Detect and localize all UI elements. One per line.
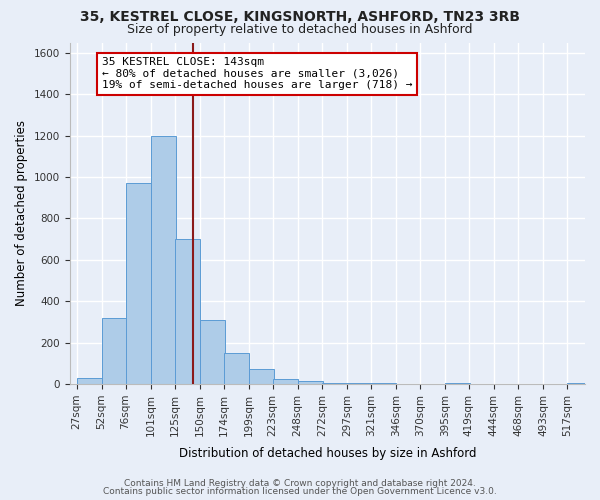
Bar [101, 318, 127, 384]
Bar [347, 383, 372, 384]
Bar [224, 353, 248, 384]
X-axis label: Distribution of detached houses by size in Ashford: Distribution of detached houses by size … [179, 447, 476, 460]
Bar [77, 378, 101, 384]
Bar [298, 381, 323, 384]
Bar [248, 368, 274, 384]
Text: Size of property relative to detached houses in Ashford: Size of property relative to detached ho… [127, 22, 473, 36]
Text: 35, KESTREL CLOSE, KINGSNORTH, ASHFORD, TN23 3RB: 35, KESTREL CLOSE, KINGSNORTH, ASHFORD, … [80, 10, 520, 24]
Text: 35 KESTREL CLOSE: 143sqm
← 80% of detached houses are smaller (3,026)
19% of sem: 35 KESTREL CLOSE: 143sqm ← 80% of detach… [101, 57, 412, 90]
Bar [200, 320, 224, 384]
Bar [125, 184, 151, 384]
Bar [371, 383, 396, 384]
Bar [175, 239, 200, 384]
Text: Contains HM Land Registry data © Crown copyright and database right 2024.: Contains HM Land Registry data © Crown c… [124, 478, 476, 488]
Bar [273, 379, 298, 384]
Bar [445, 383, 470, 384]
Text: Contains public sector information licensed under the Open Government Licence v3: Contains public sector information licen… [103, 487, 497, 496]
Y-axis label: Number of detached properties: Number of detached properties [15, 120, 28, 306]
Bar [567, 383, 592, 384]
Bar [151, 136, 176, 384]
Bar [322, 383, 347, 384]
